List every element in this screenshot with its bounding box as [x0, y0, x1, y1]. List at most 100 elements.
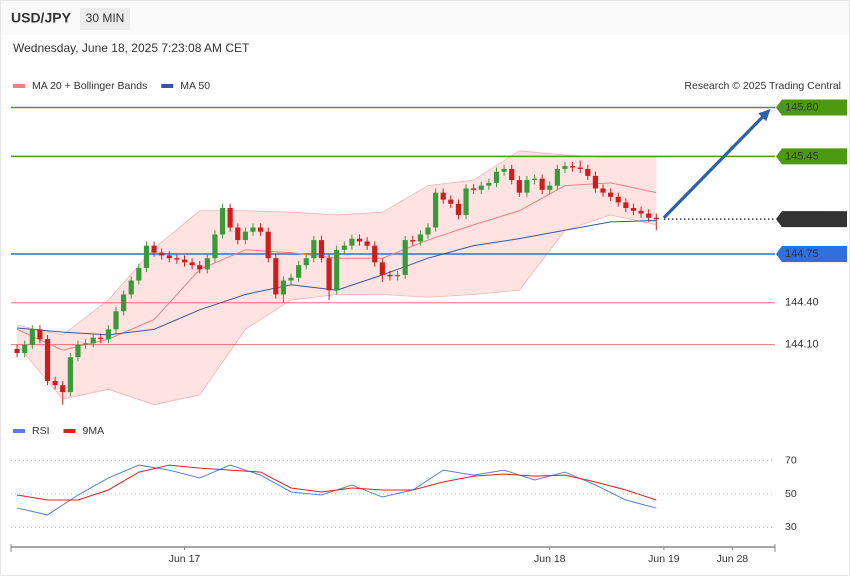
- forecast-arrow: [662, 113, 766, 219]
- candle-body: [471, 188, 477, 190]
- candle-body: [638, 210, 644, 214]
- candle-body: [44, 339, 51, 381]
- candle-body: [136, 267, 142, 281]
- x-tick-label: Jun 17: [169, 553, 201, 565]
- candle-body: [189, 262, 195, 266]
- candle-body: [356, 238, 363, 242]
- level-label: 145.00: [785, 213, 819, 225]
- level-box: [776, 246, 847, 263]
- level-label: 144.10: [785, 339, 819, 351]
- candle-body: [212, 234, 218, 259]
- candle-body: [608, 192, 614, 197]
- candle-body: [22, 344, 28, 354]
- candle-body: [90, 337, 96, 344]
- candle-body: [257, 227, 264, 232]
- candle-body: [600, 188, 606, 193]
- legend-swatch: [13, 84, 25, 88]
- x-tick-label: Jun 18: [534, 553, 566, 565]
- candle-body: [166, 255, 172, 259]
- candle-body: [105, 329, 112, 340]
- candle-body: [113, 311, 119, 330]
- candle-body: [364, 241, 370, 246]
- candle-body: [440, 192, 446, 200]
- level-box: [776, 99, 847, 116]
- candle-body: [478, 185, 484, 190]
- candle-body: [296, 265, 302, 278]
- candle-body: [463, 188, 469, 215]
- candle-body: [318, 240, 325, 259]
- candle-body: [615, 196, 621, 203]
- candle-body: [455, 203, 462, 215]
- candle-body: [547, 185, 553, 190]
- level-box: [776, 211, 847, 228]
- candle-body: [14, 348, 20, 354]
- candle-body: [372, 245, 378, 263]
- symbol: USD/JPY: [11, 10, 72, 26]
- candle-body: [98, 337, 104, 340]
- candle-body: [334, 249, 340, 291]
- candle-body: [379, 262, 385, 275]
- candle-body: [143, 245, 150, 268]
- candle-body: [29, 329, 35, 345]
- interval-box: [80, 8, 130, 30]
- legend-swatch: [63, 429, 76, 433]
- arrow-head: [758, 108, 771, 122]
- candle-body: [341, 245, 347, 250]
- candle-body: [433, 192, 439, 228]
- legend-label: MA 50: [180, 80, 210, 92]
- level-label: 144.40: [785, 297, 819, 309]
- legend-label: 9MA: [83, 425, 105, 437]
- candle-body: [204, 258, 210, 270]
- candle-body: [60, 385, 66, 393]
- candle-body: [250, 227, 256, 232]
- candle-body: [151, 245, 157, 253]
- bollinger-upper: [17, 150, 657, 336]
- candle-body: [326, 258, 332, 291]
- candle-body: [288, 277, 294, 281]
- candle-body: [219, 207, 226, 235]
- candle-body: [539, 178, 545, 190]
- candle-body: [128, 280, 134, 295]
- candle-body: [311, 240, 317, 259]
- candle-body: [577, 167, 583, 169]
- candle-body: [197, 265, 203, 270]
- candle-body: [493, 171, 500, 183]
- level-label: 145.45: [785, 150, 819, 162]
- candle-body: [569, 166, 576, 168]
- candle-body: [67, 357, 73, 393]
- interval: 30 MIN: [86, 11, 125, 25]
- candle-body: [82, 343, 89, 345]
- level-label: 145.80: [785, 101, 819, 113]
- x-tick-label: Jun 19: [648, 553, 680, 565]
- legend-label: RSI: [32, 425, 50, 437]
- candle-body: [501, 168, 507, 172]
- candle-body: [394, 274, 401, 277]
- candle-body: [174, 258, 180, 260]
- candle-body: [303, 258, 309, 266]
- candle-body: [159, 252, 165, 256]
- candle-body: [448, 199, 454, 204]
- candle-body: [181, 259, 188, 263]
- y-tick-label: 30: [785, 521, 797, 533]
- candle-body: [387, 274, 393, 277]
- rsi-line: [17, 464, 657, 501]
- y-tick-label: 50: [785, 488, 797, 500]
- candle-body: [646, 213, 652, 218]
- candle-body: [242, 231, 248, 241]
- candle-body: [486, 182, 492, 186]
- candle-body: [417, 234, 423, 242]
- y-tick-label: 70: [785, 454, 797, 466]
- candle-body: [52, 380, 58, 386]
- candle-body: [410, 240, 416, 242]
- candle-body: [592, 175, 599, 189]
- candle-body: [235, 227, 241, 241]
- candle-body: [524, 180, 530, 193]
- candle-body: [585, 168, 591, 176]
- candle-body: [509, 168, 515, 181]
- legend-swatch: [13, 429, 25, 433]
- timestamp: Wednesday, June 18, 2025 7:23:08 AM CET: [13, 41, 250, 55]
- candle-body: [554, 168, 560, 186]
- candle-body: [653, 217, 659, 220]
- candle-body: [349, 238, 355, 246]
- candle-body: [121, 294, 127, 312]
